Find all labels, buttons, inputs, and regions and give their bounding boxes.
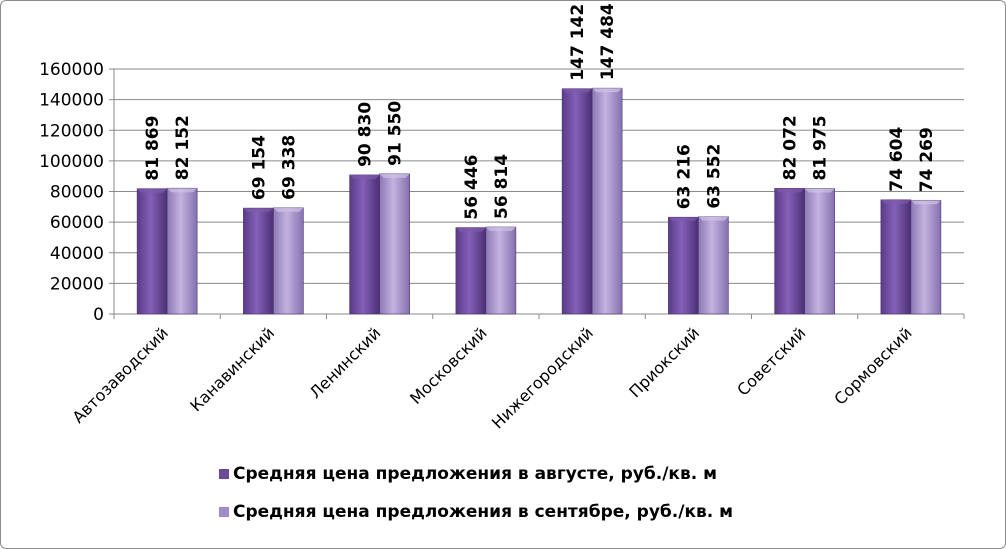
y-tick-label: 20000 — [50, 274, 104, 294]
y-tick-label: 40000 — [50, 244, 104, 264]
category-label: Автозаводский — [68, 323, 171, 426]
data-label: 69 338 — [279, 135, 299, 200]
y-tick-label: 100000 — [39, 152, 104, 172]
data-label: 147 484 — [598, 3, 618, 80]
bar-september — [273, 207, 304, 315]
data-label: 147 142 — [568, 4, 588, 81]
y-tick-label: 120000 — [39, 121, 104, 141]
bar-august — [455, 227, 487, 315]
data-label: 56 814 — [492, 154, 512, 219]
data-label: 63 216 — [674, 144, 694, 209]
bar-september — [804, 188, 835, 315]
data-label: 74 269 — [917, 127, 937, 192]
bar-september — [166, 187, 198, 315]
data-label: 90 830 — [356, 102, 376, 167]
bar-top-face — [137, 188, 168, 193]
data-label: 91 550 — [386, 101, 406, 166]
data-label: 63 552 — [704, 144, 724, 209]
data-label: 69 154 — [249, 135, 269, 200]
legend-item-august: Средняя цена предложения в августе, руб.… — [219, 464, 717, 484]
bar-september — [698, 216, 729, 315]
data-label: 81 975 — [811, 115, 831, 180]
bar-august — [349, 174, 380, 315]
bar-top-face — [562, 88, 593, 93]
data-label: 82 072 — [781, 115, 801, 180]
bar-top-face — [273, 207, 304, 212]
data-label: 82 152 — [173, 115, 193, 180]
bar-august — [774, 188, 805, 315]
bar-top-face — [379, 173, 410, 178]
bar-august — [243, 207, 274, 315]
bar-top-face — [167, 188, 198, 193]
data-label: 81 869 — [143, 116, 163, 181]
y-tick-label: 0 — [93, 305, 104, 325]
bar-top-face — [485, 227, 516, 232]
bar-top-face — [698, 216, 729, 221]
y-tick-label: 60000 — [50, 213, 104, 233]
bar-top-face — [774, 188, 805, 193]
category-label: Сормовский — [830, 323, 915, 408]
category-label: Ленинский — [306, 323, 385, 402]
bar-september — [910, 199, 942, 315]
legend-label-august: Средняя цена предложения в августе, руб.… — [233, 464, 717, 484]
legend-swatch-august — [219, 469, 229, 479]
bar-top-face — [243, 208, 274, 213]
y-tick-label: 140000 — [39, 91, 104, 111]
category-label: Советский — [733, 323, 809, 399]
bar-top-face — [910, 200, 941, 205]
bar-top-face — [668, 217, 699, 222]
bar-top-face — [592, 88, 623, 93]
bar-top-face — [349, 174, 380, 179]
bar-august — [668, 216, 699, 315]
bar-august — [880, 199, 912, 315]
legend-label-september: Средняя цена предложения в сентябре, руб… — [233, 502, 734, 522]
bar-september — [485, 226, 517, 315]
bar-top-face — [880, 199, 911, 204]
legend-swatch-september — [219, 507, 229, 517]
bar-top-face — [455, 227, 486, 232]
data-label: 56 446 — [462, 155, 482, 220]
category-label: Нижегородский — [488, 323, 597, 432]
category-label: Канавинский — [186, 323, 278, 415]
legend-item-september: Средняя цена предложения в сентябре, руб… — [219, 502, 733, 522]
bar-september — [591, 87, 623, 315]
y-tick-label: 80000 — [50, 183, 104, 203]
bar-august — [136, 188, 168, 315]
bar-september — [379, 173, 410, 315]
bar-top-face — [804, 188, 835, 193]
y-tick-label: 160000 — [39, 60, 104, 80]
category-label: Московский — [406, 323, 491, 408]
data-label: 74 604 — [887, 127, 907, 192]
bar-august — [561, 88, 593, 315]
category-label: Приокский — [625, 323, 703, 401]
